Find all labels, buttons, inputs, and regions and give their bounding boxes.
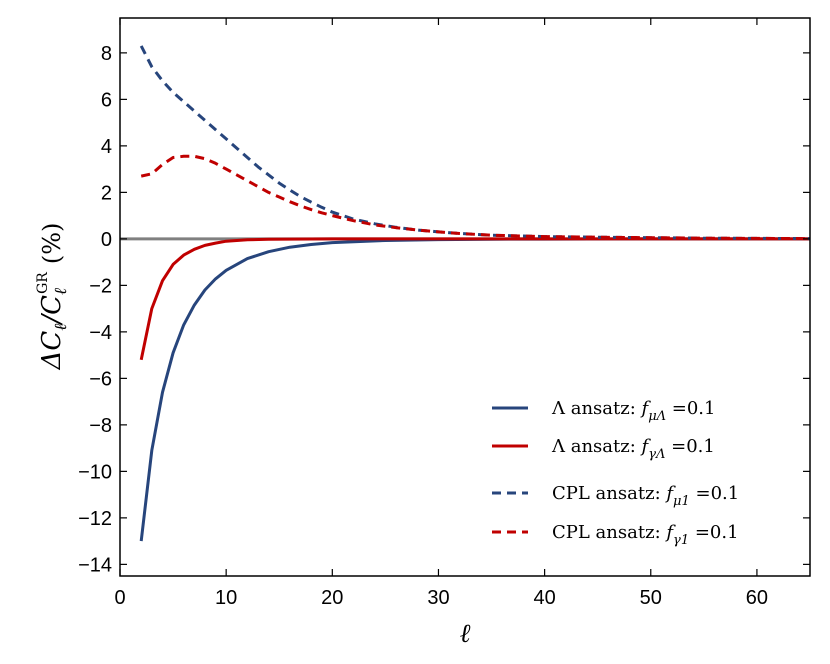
y-axis-title-sub-l-2: ℓ: [51, 288, 71, 295]
y-axis-title-sup-gr: GR: [35, 272, 51, 294]
y-tick-label-4: 0: [101, 229, 112, 251]
y-tick-label-3: 2: [101, 182, 112, 204]
y-tick-label-9: −10: [78, 461, 112, 483]
x-tick-label-50: 50: [640, 587, 662, 609]
y-axis-title-delta-c: ΔC: [37, 331, 67, 371]
legend-label-value-4: 0.1: [710, 522, 739, 543]
legend-label-eq-2: =: [665, 436, 686, 457]
y-tick-label-1: 6: [101, 89, 112, 111]
x-tick-label-0: 0: [114, 587, 125, 609]
legend-label-1: Λ ansatz: fμΛ =0.1: [551, 398, 716, 424]
x-tick-label-60: 60: [746, 587, 768, 609]
legend-label-sub-1: μΛ: [648, 409, 666, 424]
legend-label-eq-4: =: [689, 522, 710, 543]
plot-frame: [119, 17, 811, 577]
legend-label-colon-1: :: [630, 398, 642, 419]
legend-label-sub-4: γ1: [673, 533, 689, 548]
legend-label-colon-3: :: [655, 483, 667, 504]
y-axis-title-sub-l: ℓ: [51, 324, 71, 331]
y-axis-title-unit: (%): [38, 223, 66, 265]
legend-label-prefix-4: CPL ansatz: [552, 522, 655, 543]
y-tick-label-7: −6: [89, 368, 112, 390]
legend-label-4: CPL ansatz: fγ1 =0.1: [552, 522, 739, 548]
legend-label-colon-4: :: [655, 522, 667, 543]
legend-label-sub-2: γΛ: [648, 447, 665, 462]
legend-label-prefix-1: Λ ansatz: [551, 398, 630, 419]
y-tick-label-10: −12: [78, 508, 112, 530]
x-axis-title: ℓ: [460, 619, 471, 649]
y-tick-label-0: 8: [101, 43, 112, 65]
y-tick-label-2: 4: [101, 136, 112, 158]
legend-label-eq-3: =: [690, 483, 711, 504]
legend-label-value-1: 0.1: [687, 398, 716, 419]
legend-label-prefix-2: Λ ansatz: [551, 436, 630, 457]
x-tick-label-30: 30: [427, 587, 449, 609]
x-tick-label-10: 10: [215, 587, 237, 609]
legend: Λ ansatz: fμΛ =0.1 Λ ansatz: fγΛ =0.1 CPL …: [492, 398, 739, 548]
legend-label-eq-1: =: [666, 398, 687, 419]
legend-label-colon-2: :: [630, 436, 642, 457]
x-tick-label-20: 20: [321, 587, 343, 609]
y-tick-label-11: −14: [78, 554, 112, 576]
legend-label-2: Λ ansatz: fγΛ =0.1: [551, 436, 715, 462]
y-tick-label-5: −2: [89, 275, 112, 297]
legend-label-sub-3: μ1: [673, 494, 690, 509]
y-tick-label-8: −8: [89, 415, 112, 437]
y-axis-title: ΔCℓ/CℓGR(%): [35, 223, 71, 371]
legend-label-value-2: 0.1: [686, 436, 715, 457]
series-line-3: [139, 45, 810, 241]
series-group: [139, 45, 810, 542]
y-axis-title-slash-c: /C: [37, 295, 67, 327]
series-line-4: [140, 154, 810, 241]
y-tick-label-6: −4: [89, 322, 112, 344]
legend-label-value-3: 0.1: [711, 483, 740, 504]
series-line-2: [139, 237, 810, 361]
legend-label-prefix-3: CPL ansatz: [552, 483, 655, 504]
x-tick-label-40: 40: [533, 587, 555, 609]
legend-label-3: CPL ansatz: fμ1 =0.1: [552, 483, 739, 509]
